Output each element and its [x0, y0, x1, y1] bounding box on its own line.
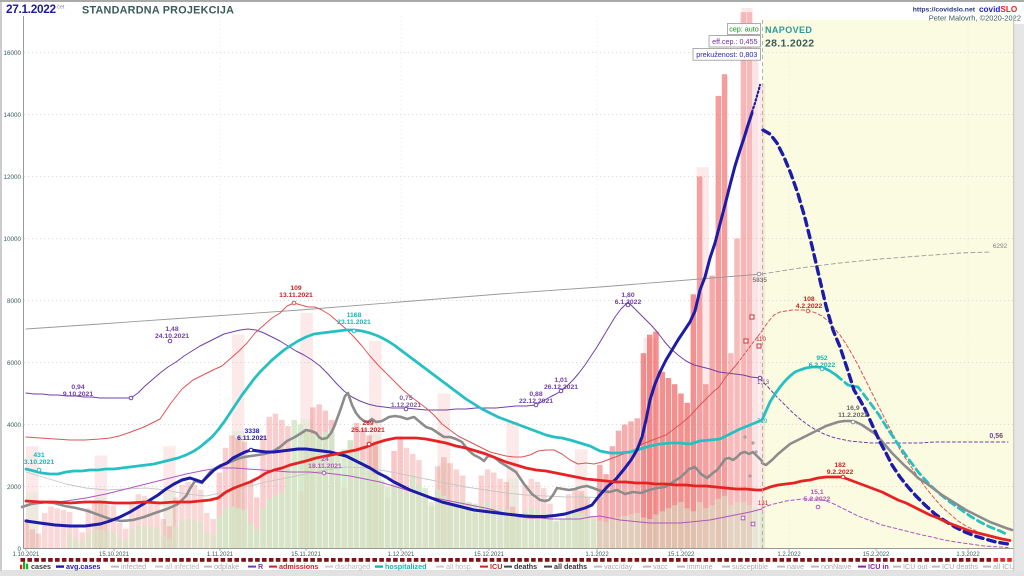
svg-text:15.2.2022: 15.2.2022 — [863, 552, 890, 558]
svg-text:12000: 12000 — [3, 174, 21, 181]
svg-text:eff.cep.: 0,455: eff.cep.: 0,455 — [712, 37, 757, 46]
svg-text:4000: 4000 — [7, 422, 22, 429]
svg-text:vacc/day: vacc/day — [604, 562, 633, 571]
svg-text:289: 289 — [362, 420, 374, 427]
svg-text:6292: 6292 — [993, 243, 1008, 250]
svg-text:1.11.2021: 1.11.2021 — [207, 552, 234, 558]
svg-text:110: 110 — [756, 336, 766, 343]
svg-text:1.2.2022: 1.2.2022 — [777, 552, 801, 558]
svg-text:16,9: 16,9 — [846, 405, 859, 412]
svg-text:5835: 5835 — [753, 277, 768, 284]
svg-text:1,01: 1,01 — [554, 377, 567, 384]
svg-text:all deaths: all deaths — [554, 562, 587, 571]
svg-text:16000: 16000 — [3, 50, 21, 57]
svg-text:Peter Malovrh, ©2020-2022: Peter Malovrh, ©2020-2022 — [929, 14, 1021, 23]
svg-text:24.10.2021: 24.10.2021 — [155, 333, 189, 340]
svg-text:cases: cases — [31, 562, 51, 571]
svg-text:4.2.2022: 4.2.2022 — [796, 303, 823, 310]
svg-text:naive: naive — [787, 562, 804, 571]
svg-text:NAPOVED: NAPOVED — [765, 25, 812, 35]
svg-text:ICU out: ICU out — [903, 562, 927, 571]
svg-text:719: 719 — [757, 418, 768, 425]
svg-text:ICU in: ICU in — [868, 562, 889, 571]
svg-text:0,56: 0,56 — [989, 433, 1003, 440]
svg-text:131: 131 — [758, 500, 769, 507]
svg-text:15.11.2021: 15.11.2021 — [291, 552, 321, 558]
svg-text:0: 0 — [17, 546, 21, 553]
svg-text:nonNaive: nonNaive — [821, 562, 851, 571]
svg-text:immune: immune — [687, 562, 713, 571]
svg-text:admissions: admissions — [279, 562, 319, 571]
svg-text:27.1.2022: 27.1.2022 — [6, 2, 57, 16]
svg-text:vacc: vacc — [653, 562, 668, 571]
svg-text:24: 24 — [321, 456, 329, 463]
svg-text:9.10.2021: 9.10.2021 — [63, 391, 93, 398]
svg-text:deaths: deaths — [514, 562, 537, 571]
svg-text:9.2.2022: 9.2.2022 — [827, 469, 854, 476]
svg-text:1.10.2021: 1.10.2021 — [13, 552, 40, 558]
svg-text:6.11.2021: 6.11.2021 — [237, 435, 267, 442]
svg-text:15.12.2021: 15.12.2021 — [474, 552, 505, 558]
svg-text:18.11.2021: 18.11.2021 — [308, 463, 342, 470]
svg-text:avg.cases: avg.cases — [66, 562, 100, 571]
svg-text:15.1.2022: 15.1.2022 — [668, 552, 695, 558]
svg-text:0,88: 0,88 — [529, 391, 542, 398]
svg-text:8000: 8000 — [7, 298, 22, 305]
svg-text:14000: 14000 — [3, 112, 21, 119]
svg-text:10000: 10000 — [3, 236, 21, 243]
svg-text:all hosp.: all hosp. — [446, 562, 473, 571]
svg-text:13.11.2021: 13.11.2021 — [279, 292, 313, 299]
svg-text:0,94: 0,94 — [71, 384, 84, 391]
svg-text:23.11.2021: 23.11.2021 — [337, 319, 371, 326]
svg-text:6.1.2022: 6.1.2022 — [615, 299, 642, 306]
svg-text:1,80: 1,80 — [621, 292, 634, 299]
svg-text:1,13: 1,13 — [757, 379, 770, 386]
svg-text:1168: 1168 — [347, 312, 362, 319]
svg-text:all ICU: all ICU — [993, 562, 1015, 571]
svg-text:15,1: 15,1 — [810, 489, 823, 496]
svg-text:108: 108 — [803, 296, 815, 303]
svg-text:1.3.2022: 1.3.2022 — [956, 552, 980, 558]
svg-text:952: 952 — [816, 355, 828, 362]
svg-text:11.2.2022: 11.2.2022 — [838, 412, 868, 419]
svg-text:15.10.2021: 15.10.2021 — [99, 552, 130, 558]
svg-text:6000: 6000 — [7, 360, 22, 367]
svg-text:22.12.2021: 22.12.2021 — [519, 398, 553, 405]
svg-text:1.12.2021: 1.12.2021 — [391, 402, 421, 409]
svg-text:5.2.2022: 5.2.2022 — [804, 496, 831, 503]
svg-text:2000: 2000 — [7, 484, 22, 491]
svg-text:ICU deaths: ICU deaths — [942, 562, 978, 571]
svg-text:1,48: 1,48 — [165, 326, 178, 333]
svg-text:3338: 3338 — [244, 428, 259, 435]
svg-text:109: 109 — [290, 285, 302, 292]
svg-text:R: R — [258, 562, 264, 571]
svg-text:3.10.2021: 3.10.2021 — [24, 459, 54, 466]
svg-text:discharged: discharged — [335, 562, 370, 571]
svg-text:431: 431 — [33, 452, 45, 459]
svg-text:1.12.2021: 1.12.2021 — [388, 552, 415, 558]
svg-text:28.1.2022: 28.1.2022 — [765, 38, 814, 50]
svg-text:hospitalized: hospitalized — [385, 562, 427, 571]
svg-text:prekuženost: 0,803: prekuženost: 0,803 — [696, 50, 757, 59]
svg-text:https://covidslo.net: https://covidslo.net — [913, 7, 976, 14]
svg-text:26.12.2021: 26.12.2021 — [544, 384, 578, 391]
svg-text:all infected: all infected — [165, 562, 199, 571]
svg-text:STANDARDNA PROJEKCIJA: STANDARDNA PROJEKCIJA — [82, 5, 234, 17]
svg-text:infected: infected — [121, 562, 146, 571]
svg-text:covidSLO: covidSLO — [979, 5, 1018, 14]
svg-text:ICU: ICU — [490, 562, 502, 571]
svg-text:182: 182 — [834, 462, 846, 469]
svg-text:1.1.2022: 1.1.2022 — [585, 552, 609, 558]
svg-text:cep: auto: cep: auto — [729, 25, 759, 34]
svg-text:25.11.2021: 25.11.2021 — [351, 427, 385, 434]
svg-text:odplake: odplake — [214, 562, 239, 571]
svg-text:6.2.2022: 6.2.2022 — [809, 362, 836, 369]
svg-text:0,75: 0,75 — [399, 395, 412, 402]
svg-text:čet: čet — [57, 5, 65, 11]
svg-text:susceptible: susceptible — [732, 562, 768, 571]
